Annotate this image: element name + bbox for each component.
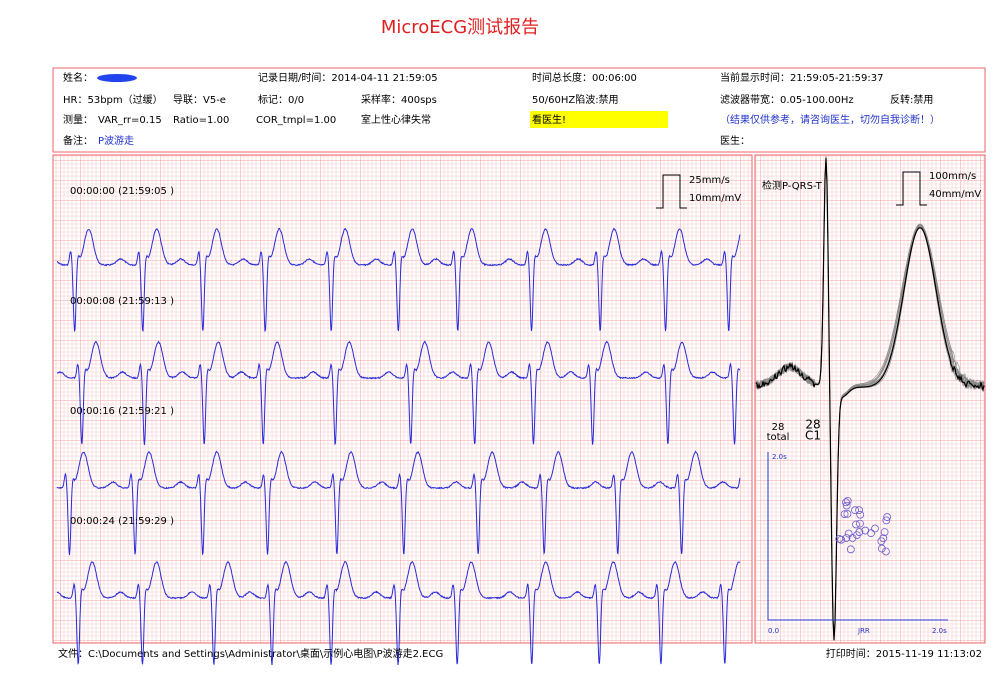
field: 滤波器带宽：0.05-100.00Hz [720,93,854,106]
speed: 100mm/s [929,171,976,182]
scatter-point [852,520,860,529]
scatter-point [842,501,851,510]
disclaimer: （结果仅供参考，请咨询医生，切勿自我诊断！） [720,113,940,126]
scatter-point [855,528,864,536]
scatter-point [855,506,864,515]
scatter-points [835,496,892,556]
scatter-point [848,534,857,542]
redaction [97,74,137,82]
scatter-point [844,529,853,538]
scatter-point [840,510,849,519]
file-path: 文件：C:\Documents and Settings\Administrat… [58,647,443,660]
field: Ratio=1.00 [173,115,229,126]
scatter-point [883,513,892,521]
count-label: total [767,432,790,443]
calibration-pulse [656,174,687,209]
scatter-point [871,524,879,533]
remark: P波游走 [98,134,134,147]
ecg-traces [56,227,741,666]
axis-label: 2.0s [772,453,787,461]
scatter-point [882,547,890,556]
label: 测量： [63,113,93,126]
scatter-point [843,509,852,518]
scatter-point [882,516,891,525]
label: 医生： [720,134,750,147]
field: 当前显示时间：21:59:05-21:59:37 [720,71,883,84]
scatter-point [880,528,889,536]
scatter-point [856,519,864,528]
template-title: 检测P-QRS-T [762,179,823,192]
ecg-trace [56,340,741,446]
scatter-point [843,496,852,505]
scatter-point [861,526,870,535]
field: 反转:禁用 [890,93,933,106]
ecg-trace [56,450,741,556]
field: COR_tmpl=1.00 [256,115,336,126]
axis-label: JRR [857,627,870,635]
scatter-point [879,534,888,543]
axis-label: 2.0s [932,627,947,635]
field: 采样率：400sps [361,93,437,106]
gain: 40mm/mV [929,189,981,200]
field: 标记：0/0 [258,94,304,106]
count-label: C1 [805,429,821,443]
field: 时间总长度：00:06:00 [532,71,637,84]
scatter-point [851,506,859,515]
header-box [52,67,986,153]
field: 50/60HZ陷波:禁用 [532,93,619,106]
strip-label: 00:00:08 (21:59:13 ) [70,296,174,307]
scatter-point [877,544,886,553]
ecg-trace [56,227,741,333]
label: 备注： [63,134,93,147]
strip-panel [52,154,753,644]
scatter-point [835,534,844,543]
axis-label: 0.0 [768,627,779,635]
field: 室上性心律失常 [361,113,431,126]
template-traces [755,155,985,641]
strip-label: 00:00:16 (21:59:21 ) [70,406,174,417]
field: VAR_rr=0.15 [98,115,162,126]
field: HR：53bpm（过缓） [63,93,163,106]
scatter-point [842,498,850,507]
calibration-pulse [896,171,927,206]
scatter-axes [767,452,948,621]
scatter-point [856,510,865,519]
count: 28 [805,418,820,432]
template-panel [754,154,986,644]
strip-label: 00:00:24 (21:59:29 ) [70,516,174,527]
title: MicroECG测试报告 [381,17,539,38]
field: 导联：V5-e [173,94,226,106]
template-trace [755,157,985,641]
advice: 看医生! [532,113,566,126]
template-trace [755,157,985,641]
highlight [530,111,668,128]
scatter-point [846,545,855,554]
scatter-point [837,535,846,544]
gain: 10mm/mV [689,193,741,204]
speed: 25mm/s [689,175,730,186]
label: 姓名： [63,71,93,84]
field: 记录日期/时间：2014-04-11 21:59:05 [258,71,438,84]
print-time: 打印时间：2015-11-19 11:13:02 [826,647,982,660]
count: 28 [772,422,785,433]
strip-label: 00:00:00 (21:59:05 ) [70,186,174,197]
ecg-trace [57,560,741,666]
